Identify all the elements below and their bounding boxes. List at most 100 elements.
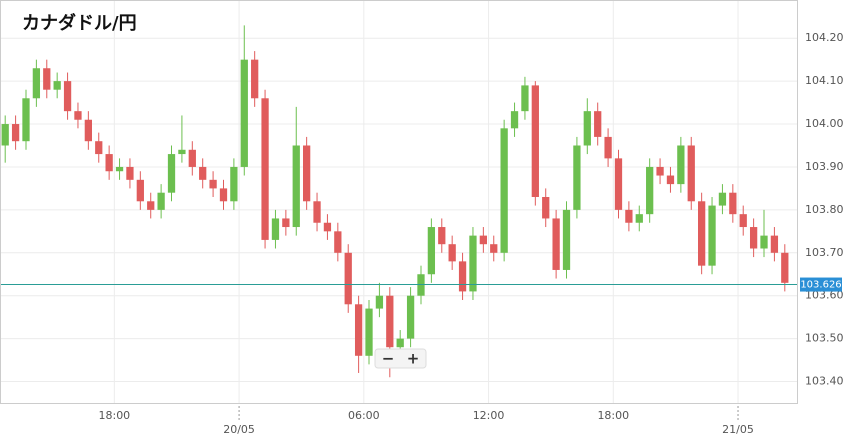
last-price-label: 103.626 <box>800 280 841 291</box>
zoom-in[interactable]: + <box>407 350 420 368</box>
x-tick-label: 21/05 <box>722 423 754 436</box>
candle-body <box>53 81 61 90</box>
candle-body <box>718 192 727 206</box>
y-tick-label: 103.500 <box>805 332 843 345</box>
candle-body <box>646 166 654 215</box>
candle-body <box>219 188 228 202</box>
candle-body <box>749 227 758 249</box>
candle-body <box>406 295 415 339</box>
candle-body <box>167 154 176 193</box>
candle-body <box>573 145 581 210</box>
candle-body <box>729 192 737 215</box>
candle-body <box>656 166 664 176</box>
candle-body <box>1 124 9 146</box>
candle-body <box>427 227 436 275</box>
y-tick-label: 103.900 <box>805 160 843 173</box>
candle-body <box>562 209 571 270</box>
candle-body <box>708 205 716 266</box>
candle-body <box>43 68 51 90</box>
candle-body <box>739 214 747 228</box>
candle-body <box>583 111 591 146</box>
candle-body <box>594 111 602 137</box>
candle-body <box>760 235 768 249</box>
candle-body <box>136 179 144 202</box>
chart-title: カナダドル/円 <box>22 12 137 34</box>
plot-frame <box>0 0 798 404</box>
candle-body <box>354 304 363 356</box>
candle-body <box>510 111 519 129</box>
candle-body <box>84 119 92 142</box>
candle-body <box>666 175 675 185</box>
candle-body <box>677 145 685 185</box>
candle-body <box>344 252 352 305</box>
x-tick-label: 06:00 <box>348 409 380 422</box>
y-tick-label: 103.800 <box>805 203 843 216</box>
candle-body <box>552 218 560 270</box>
candle-body <box>469 235 477 292</box>
zoom-control: − + <box>374 348 427 369</box>
candle-body <box>438 227 446 245</box>
candle-body <box>230 166 238 202</box>
zoom-box <box>374 348 427 369</box>
candle-body <box>521 85 529 112</box>
candle-body <box>396 338 404 348</box>
candle-body <box>365 308 373 356</box>
candles <box>1 25 789 378</box>
candle-body <box>240 59 248 167</box>
candle-body <box>32 68 41 99</box>
candle-body <box>313 201 321 223</box>
y-tick-label: 103.700 <box>805 246 843 259</box>
grid <box>1 1 797 403</box>
candle-body <box>292 145 300 228</box>
candle-body <box>147 201 155 210</box>
candle-body <box>157 192 165 210</box>
y-tick-label: 104.100 <box>805 74 843 87</box>
candle-body <box>770 235 779 253</box>
candle-body <box>687 145 695 202</box>
candle-body <box>614 158 623 210</box>
candle-body <box>22 98 30 142</box>
last-price-box <box>800 277 842 292</box>
candle-body <box>458 261 467 292</box>
candle-body <box>188 149 196 167</box>
x-tick-label: 12:00 <box>473 409 505 422</box>
candle-body <box>209 179 217 189</box>
candle-body <box>178 149 186 155</box>
zoom-out[interactable]: − <box>382 350 395 368</box>
candle-body <box>115 166 124 172</box>
candle-body <box>448 244 456 262</box>
candle-body <box>604 136 612 159</box>
candle-body <box>271 218 280 240</box>
candle-body <box>199 166 207 180</box>
candle-body <box>126 166 134 180</box>
candle-body <box>375 295 384 309</box>
candle-body <box>542 196 550 219</box>
candle-body <box>95 141 103 155</box>
candle-body <box>479 235 487 245</box>
candle-body <box>531 85 539 197</box>
candle-body <box>63 81 72 112</box>
candle-body <box>698 201 706 266</box>
candle-body <box>282 218 290 228</box>
x-tick-label: 18:00 <box>597 409 629 422</box>
x-tick-label: 18:00 <box>98 409 130 422</box>
candle-body <box>323 222 332 232</box>
candle-body <box>625 209 633 223</box>
y-tick-label: 103.400 <box>805 375 843 388</box>
candle-body <box>251 59 259 99</box>
x-tick-label: 20/05 <box>223 423 255 436</box>
candle-body <box>386 295 394 348</box>
candle-body <box>303 145 311 202</box>
candle-body <box>105 154 113 172</box>
y-tick-label: 103.600 <box>805 289 843 302</box>
candle-body <box>635 214 643 223</box>
y-tick-label: 104.000 <box>805 117 843 130</box>
candle-body <box>490 244 498 253</box>
candle-body <box>11 124 20 142</box>
candle-body <box>334 231 342 253</box>
candle-body <box>500 128 508 253</box>
y-tick-label: 104.200 <box>805 31 843 44</box>
candle-body <box>74 111 82 120</box>
candle-body <box>781 252 789 283</box>
